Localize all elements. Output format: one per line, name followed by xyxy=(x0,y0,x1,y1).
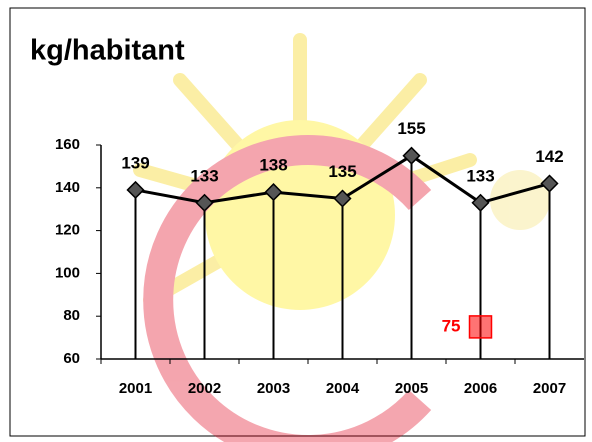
x-tick-label: 2002 xyxy=(188,380,221,397)
data-label: 138 xyxy=(259,156,287,175)
y-tick-label: 160 xyxy=(55,136,80,153)
y-tick-label: 120 xyxy=(55,222,80,239)
data-label: 133 xyxy=(190,166,218,185)
data-point xyxy=(470,316,492,338)
data-label: 133 xyxy=(466,166,494,185)
x-tick-label: 2006 xyxy=(464,380,497,397)
x-tick-label: 2003 xyxy=(257,380,290,397)
x-tick-label: 2005 xyxy=(395,380,428,397)
x-tick-label: 2007 xyxy=(533,380,566,397)
data-label: 142 xyxy=(535,147,563,166)
data-label: 75 xyxy=(442,316,461,335)
chart: kg/habitant 60 80 100 120 140 160 2001 2002 2003… xyxy=(0,0,592,442)
data-label: 139 xyxy=(121,153,149,172)
chart-title: kg/habitant xyxy=(30,35,185,67)
data-label: 135 xyxy=(328,162,356,181)
y-tick-label: 60 xyxy=(63,350,80,367)
x-tick-label: 2001 xyxy=(119,380,152,397)
data-label: 155 xyxy=(397,119,425,138)
x-tick-label: 2004 xyxy=(326,380,360,397)
y-tick-label: 80 xyxy=(63,307,80,324)
y-tick-label: 100 xyxy=(55,264,80,281)
y-tick-label: 140 xyxy=(55,179,80,196)
